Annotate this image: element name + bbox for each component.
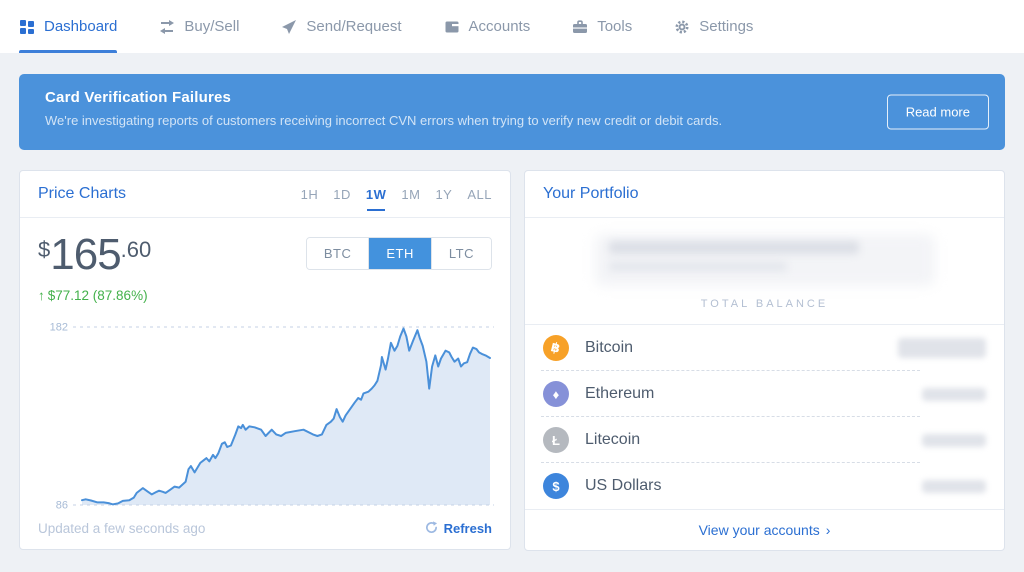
price-chart: 182 86 bbox=[50, 321, 494, 511]
asset-name: US Dollars bbox=[585, 477, 662, 494]
time-range-1d[interactable]: 1D bbox=[333, 186, 351, 202]
time-range-all[interactable]: ALL bbox=[467, 186, 492, 202]
asset-tab-btc[interactable]: BTC bbox=[306, 238, 370, 269]
redacted-value bbox=[922, 433, 986, 447]
time-range-1y[interactable]: 1Y bbox=[435, 186, 453, 202]
nav-item-dashboard[interactable]: Dashboard bbox=[19, 0, 118, 53]
chevron-right-icon: › bbox=[825, 522, 831, 538]
asset-tab-eth[interactable]: ETH bbox=[369, 238, 432, 269]
nav-item-send-request[interactable]: Send/Request bbox=[281, 0, 402, 53]
asset-row-bitcoin[interactable]: ฿ Bitcoin bbox=[525, 325, 1004, 371]
banner-title: Card Verification Failures bbox=[45, 89, 232, 106]
redacted-value bbox=[922, 479, 986, 493]
nav-item-label: Accounts bbox=[468, 18, 531, 35]
bitcoin-icon: ฿ bbox=[543, 335, 569, 361]
price-charts-panel: Price Charts 1H 1D 1W 1M 1Y ALL $ 165 .6… bbox=[19, 170, 511, 550]
nav-item-label: Tools bbox=[597, 18, 633, 35]
redacted-value bbox=[898, 338, 986, 358]
view-accounts-label: View your accounts bbox=[698, 522, 820, 538]
price-change: ↑ $77.12 (87.86%) bbox=[38, 288, 492, 303]
time-range-1h[interactable]: 1H bbox=[300, 186, 319, 202]
price-charts-body: $ 165 .60 BTC ETH LTC ↑ $77.12 (87.86%) 1… bbox=[20, 218, 510, 519]
asset-row-us-dollars[interactable]: $ US Dollars bbox=[525, 463, 1004, 509]
price-charts-header: Price Charts 1H 1D 1W 1M 1Y ALL bbox=[20, 171, 510, 218]
redacted-value bbox=[922, 387, 986, 401]
portfolio-header: Your Portfolio bbox=[525, 171, 1004, 218]
top-navigation: Dashboard Buy/Sell Send/Request Accounts bbox=[0, 0, 1024, 53]
main-content: Price Charts 1H 1D 1W 1M 1Y ALL $ 165 .6… bbox=[0, 150, 1024, 551]
ethereum-icon: ♦ bbox=[543, 381, 569, 407]
litecoin-icon: Ł bbox=[543, 427, 569, 453]
price-charts-footer: Updated a few seconds ago Refresh bbox=[20, 519, 510, 549]
redacted-balance-line-2 bbox=[608, 262, 787, 271]
time-range-1w[interactable]: 1W bbox=[365, 186, 387, 211]
gear-icon bbox=[674, 19, 690, 35]
y-axis-label-max: 182 bbox=[50, 321, 68, 333]
nav-item-accounts[interactable]: Accounts bbox=[444, 0, 531, 53]
refresh-icon bbox=[425, 521, 438, 537]
total-balance-section: TOTAL BALANCE bbox=[525, 218, 1004, 325]
total-balance-label: TOTAL BALANCE bbox=[700, 298, 829, 310]
price-currency-symbol: $ bbox=[38, 237, 51, 262]
view-accounts-link[interactable]: View your accounts › bbox=[525, 509, 1004, 550]
asset-name: Litecoin bbox=[585, 431, 641, 448]
asset-toggle-group: BTC ETH LTC bbox=[305, 237, 492, 270]
banner-message: We're investigating reports of customers… bbox=[45, 113, 723, 128]
nav-item-buy-sell[interactable]: Buy/Sell bbox=[159, 0, 239, 53]
briefcase-icon bbox=[572, 19, 588, 35]
price-change-text: $77.12 (87.86%) bbox=[47, 287, 148, 303]
nav-item-label: Dashboard bbox=[44, 18, 118, 35]
nav-item-settings[interactable]: Settings bbox=[674, 0, 753, 53]
asset-name: Bitcoin bbox=[585, 339, 634, 356]
asset-name: Ethereum bbox=[585, 385, 655, 402]
time-range-selector: 1H 1D 1W 1M 1Y ALL bbox=[300, 186, 492, 211]
nav-item-label: Settings bbox=[699, 18, 754, 35]
read-more-button[interactable]: Read more bbox=[886, 94, 989, 130]
y-axis-label-min: 86 bbox=[56, 499, 68, 511]
nav-item-label: Buy/Sell bbox=[184, 18, 240, 35]
alert-banner: Card Verification Failures We're investi… bbox=[19, 74, 1005, 150]
paper-plane-icon bbox=[281, 19, 297, 35]
current-price: $ 165 .60 bbox=[38, 230, 152, 279]
usd-icon: $ bbox=[543, 473, 569, 499]
redacted-total-balance bbox=[594, 234, 935, 286]
price-charts-title: Price Charts bbox=[38, 185, 127, 202]
portfolio-title: Your Portfolio bbox=[543, 185, 639, 202]
asset-row-ethereum[interactable]: ♦ Ethereum bbox=[525, 371, 1004, 417]
refresh-button[interactable]: Refresh bbox=[425, 521, 492, 537]
chart-area-fill bbox=[82, 328, 490, 505]
portfolio-panel: Your Portfolio TOTAL BALANCE ฿ Bitcoin ♦… bbox=[524, 170, 1005, 551]
time-range-1m[interactable]: 1M bbox=[401, 186, 421, 202]
asset-list: ฿ Bitcoin ♦ Ethereum Ł Litecoin $ US Dol… bbox=[525, 325, 1004, 509]
chart-line bbox=[81, 327, 491, 506]
price-whole: 165 bbox=[50, 230, 121, 279]
redacted-balance-line-1 bbox=[608, 241, 859, 254]
arrow-up-icon: ↑ bbox=[38, 287, 45, 303]
dashboard-grid-icon bbox=[19, 19, 35, 35]
price-cents: .60 bbox=[120, 237, 152, 262]
asset-tab-ltc[interactable]: LTC bbox=[431, 238, 491, 269]
swap-arrows-icon bbox=[159, 19, 175, 35]
wallet-icon bbox=[444, 19, 460, 35]
nav-item-tools[interactable]: Tools bbox=[572, 0, 632, 53]
nav-item-label: Send/Request bbox=[306, 18, 402, 35]
refresh-label: Refresh bbox=[443, 521, 492, 537]
updated-status: Updated a few seconds ago bbox=[38, 521, 206, 537]
asset-row-litecoin[interactable]: Ł Litecoin bbox=[525, 417, 1004, 463]
